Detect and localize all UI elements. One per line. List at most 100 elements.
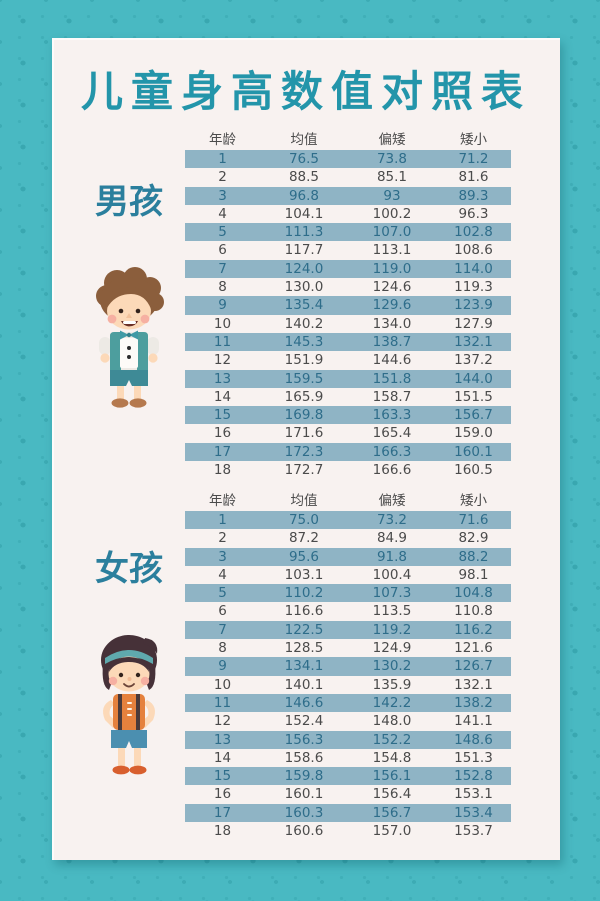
cell-mean: 160.1	[284, 786, 324, 803]
cell-age: 15	[213, 407, 232, 424]
cell-very-short: 153.7	[454, 823, 493, 840]
table-row: 1 75.0 73.2 71.6	[185, 511, 511, 530]
table-row: 18 160.6 157.0 153.7	[185, 822, 511, 840]
table-header-row: 年龄 均值 偏矮 矮小	[185, 130, 511, 150]
cell-mean: 140.2	[284, 315, 324, 332]
cell-short: 156.4	[372, 786, 412, 803]
cell-very-short: 71.2	[458, 151, 489, 167]
cell-short: 119.2	[372, 621, 412, 638]
cell-age: 2	[218, 530, 227, 547]
cell-age: 7	[218, 260, 227, 277]
column-header: 年龄	[208, 493, 236, 509]
cell-very-short: 144.0	[454, 370, 493, 387]
table-row: 8 128.5 124.9 121.6	[185, 639, 511, 657]
cell-age: 3	[218, 548, 227, 565]
cell-short: 73.8	[376, 151, 408, 167]
cell-very-short: 81.6	[458, 169, 489, 186]
cell-age: 4	[218, 205, 227, 222]
table-row: 3 96.8 93 89.3	[185, 186, 511, 205]
cell-very-short: 82.9	[458, 530, 489, 547]
table-row: 14 165.9 158.7 151.5	[185, 388, 511, 406]
cell-mean: 88.5	[288, 169, 319, 186]
cell-short: 152.2	[372, 731, 412, 748]
section-label-girls: 女孩	[95, 549, 163, 589]
table-row: 14 158.6 154.8 151.3	[185, 749, 511, 767]
cell-age: 12	[213, 713, 232, 730]
table-row: 11 145.3 138.7 132.1	[185, 332, 511, 352]
cell-mean: 104.1	[284, 205, 324, 222]
cell-age: 17	[213, 804, 232, 821]
cell-age: 9	[218, 658, 227, 675]
girl-illustration	[83, 624, 175, 792]
cell-short: 135.9	[372, 676, 412, 693]
cell-short: 138.7	[372, 333, 412, 350]
cell-short: 134.0	[372, 315, 412, 332]
cell-mean: 160.6	[284, 823, 324, 840]
cell-mean: 128.5	[284, 640, 324, 657]
cell-very-short: 141.1	[454, 713, 493, 730]
cell-mean: 111.3	[284, 224, 324, 241]
cell-short: 166.3	[372, 443, 412, 460]
column-header: 偏矮	[378, 493, 406, 509]
cell-short: 158.7	[372, 388, 412, 405]
cell-very-short: 126.7	[454, 658, 493, 675]
table-row: 7 124.0 119.0 114.0	[185, 259, 511, 279]
table-row: 7 122.5 119.2 116.2	[185, 620, 511, 640]
cell-mean: 122.5	[284, 621, 324, 638]
cell-age: 6	[218, 603, 227, 620]
cell-short: 156.1	[372, 768, 412, 785]
cell-short: 124.6	[372, 279, 412, 296]
table-row: 5 110.2 107.3 104.8	[185, 584, 511, 603]
table-row: 9 135.4 129.6 123.9	[185, 296, 511, 315]
cell-mean: 172.3	[284, 443, 324, 460]
cell-very-short: 121.6	[454, 640, 493, 657]
cell-short: 165.4	[372, 425, 412, 442]
cell-short: 154.8	[372, 749, 412, 766]
cell-short: 73.2	[376, 512, 408, 528]
cell-very-short: 159.0	[454, 425, 493, 442]
table-row: 18 172.7 166.6 160.5	[185, 461, 511, 479]
cell-very-short: 110.8	[454, 603, 493, 620]
column-header: 矮小	[459, 493, 487, 509]
cell-very-short: 160.1	[454, 443, 493, 460]
cell-short: 84.9	[376, 530, 408, 547]
cell-short: 129.6	[372, 297, 412, 314]
boys-height-table: 年龄 均值 偏矮 矮小 1 76.5 73.8 71.2 2 88.5 85.1 81.6 3 96.8 9…	[185, 130, 511, 479]
cell-very-short: 132.1	[454, 676, 493, 693]
cell-mean: 116.6	[284, 603, 324, 620]
table-row: 15 159.8 156.1 152.8	[185, 767, 511, 786]
cell-mean: 169.8	[284, 407, 324, 424]
cell-mean: 95.6	[288, 548, 319, 565]
cell-age: 11	[213, 694, 232, 711]
cell-age: 16	[213, 425, 232, 442]
cell-age: 10	[213, 676, 232, 693]
cell-mean: 75.0	[288, 512, 319, 528]
cell-very-short: 104.8	[454, 585, 493, 602]
cell-age: 17	[213, 443, 232, 460]
cell-short: 157.0	[372, 823, 412, 840]
cell-age: 8	[218, 640, 227, 657]
table-row: 1 76.5 73.8 71.2	[185, 150, 511, 169]
cell-mean: 151.9	[284, 352, 324, 369]
cell-age: 5	[218, 224, 227, 241]
cell-age: 5	[218, 585, 227, 602]
cell-very-short: 96.3	[458, 205, 489, 222]
cell-very-short: 151.5	[454, 388, 493, 405]
cell-very-short: 102.8	[454, 224, 493, 241]
cell-mean: 171.6	[284, 425, 324, 442]
cell-short: 113.5	[372, 603, 412, 620]
table-row: 6 116.6 113.5 110.8	[185, 602, 511, 620]
cell-very-short: 156.7	[454, 407, 493, 424]
cell-mean: 96.8	[288, 187, 319, 204]
table-row: 8 130.0 124.6 119.3	[185, 278, 511, 296]
cell-age: 13	[213, 731, 232, 748]
girls-height-table: 年龄 均值 偏矮 矮小 1 75.0 73.2 71.6 2 87.2 84.9 82.9 3 95.6 9…	[185, 491, 511, 840]
table-row: 11 146.6 142.2 138.2	[185, 693, 511, 713]
table-row: 5 111.3 107.0 102.8	[185, 223, 511, 242]
girl-cartoon-icon	[101, 635, 158, 775]
cell-short: 113.1	[372, 242, 412, 259]
column-header: 矮小	[459, 132, 487, 148]
boy-illustration	[83, 264, 175, 410]
cell-very-short: 114.0	[454, 260, 493, 277]
